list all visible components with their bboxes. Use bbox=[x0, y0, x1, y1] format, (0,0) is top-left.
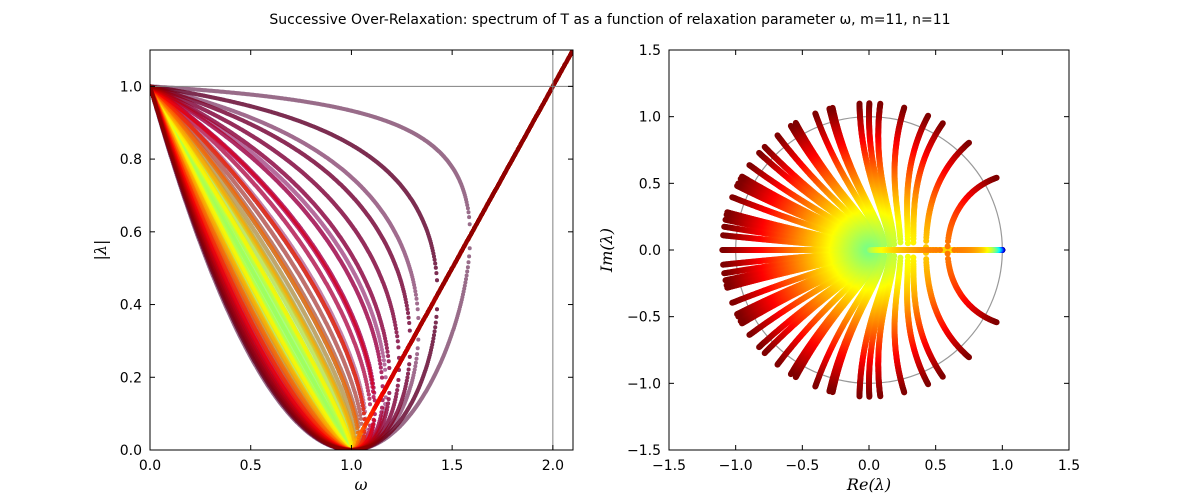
left-x-tick-label: 0.5 bbox=[240, 458, 262, 474]
left-y-tick-label: 0.2 bbox=[120, 370, 142, 386]
right-axes: −1.5 −1.0 −0.5 0.0 0.5 1.0 1.5 −1.5 −1.0 −0.5 0.0 0… bbox=[597, 43, 1080, 494]
left-scatter-points bbox=[150, 50, 573, 450]
right-x-tick-label: −1.5 bbox=[652, 458, 686, 474]
right-y-tick-label: 0.0 bbox=[639, 243, 661, 259]
right-x-tick-label: 0.0 bbox=[858, 458, 880, 474]
right-y-tick-label: 0.5 bbox=[639, 176, 661, 192]
left-x-tick-label: 2.0 bbox=[542, 458, 564, 474]
right-y-tick-label: −1.5 bbox=[627, 443, 661, 459]
left-x-tick-label: 0.0 bbox=[139, 458, 161, 474]
left-x-axis-label: ω bbox=[354, 475, 367, 494]
left-y-tick-label: 0.6 bbox=[120, 225, 142, 241]
left-y-tick-label: 1.0 bbox=[120, 79, 142, 95]
right-y-tick-label: −0.5 bbox=[627, 310, 661, 326]
left-y-axis-label: |λ| bbox=[91, 240, 110, 261]
left-y-tick-label: 0.0 bbox=[120, 443, 142, 459]
right-x-tick-label: 1.5 bbox=[1058, 458, 1080, 474]
left-axes: 0.0 0.5 1.0 1.5 2.0 0.0 0.2 0.4 0.6 0.8 1.0 ω |λ| bbox=[91, 50, 573, 494]
left-x-tick-label: 1.5 bbox=[441, 458, 463, 474]
left-x-tick-label: 1.0 bbox=[340, 458, 362, 474]
right-x-tick-label: −1.0 bbox=[719, 458, 753, 474]
right-x-tick-label: −0.5 bbox=[785, 458, 819, 474]
left-y-tick-label: 0.4 bbox=[120, 298, 142, 314]
right-x-tick-label: 1.0 bbox=[991, 458, 1013, 474]
right-y-tick-label: −1.0 bbox=[627, 376, 661, 392]
right-y-axis-label: Im(λ) bbox=[597, 228, 616, 273]
right-y-tick-label: 1.0 bbox=[639, 110, 661, 126]
right-x-axis-label: Re(λ) bbox=[846, 475, 891, 494]
left-y-tick-label: 0.8 bbox=[120, 152, 142, 168]
right-scatter-points bbox=[722, 103, 1002, 396]
right-x-tick-label: 0.5 bbox=[925, 458, 947, 474]
figure-title: Successive Over-Relaxation: spectrum of … bbox=[269, 12, 950, 28]
right-y-tick-label: 1.5 bbox=[639, 43, 661, 59]
